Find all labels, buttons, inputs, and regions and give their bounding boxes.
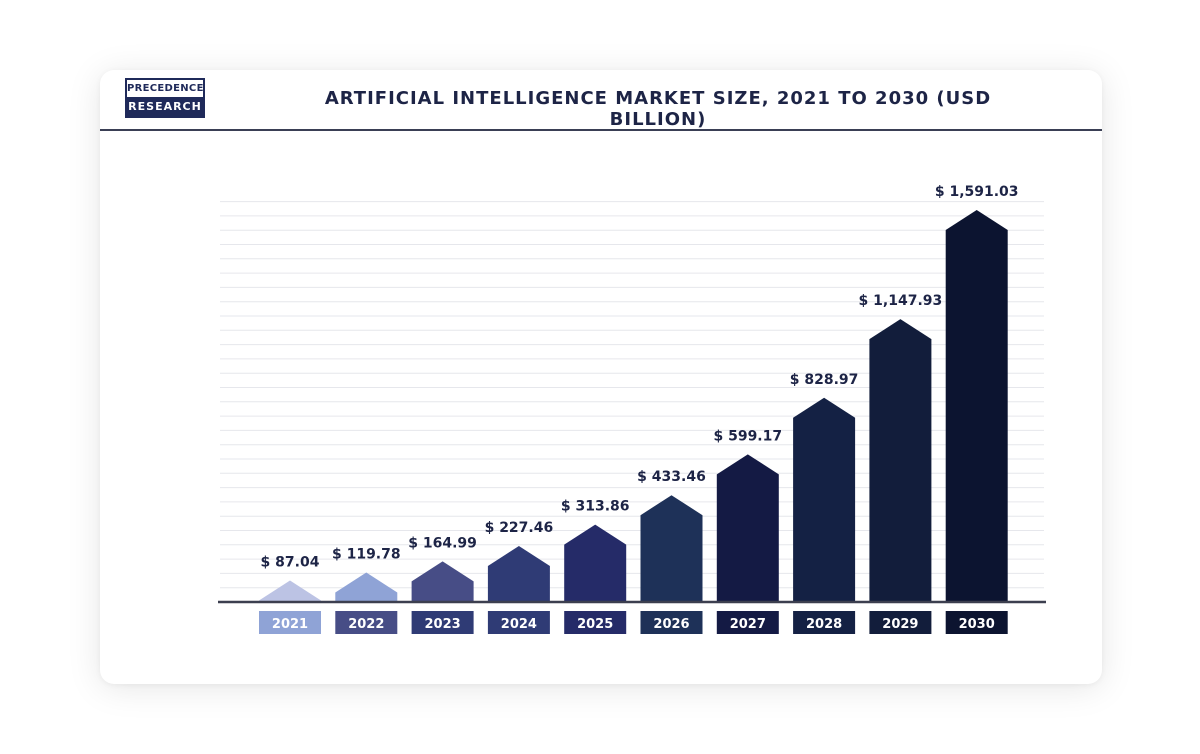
value-label-2023: $ 164.99 xyxy=(408,535,477,551)
bar-2028 xyxy=(793,397,856,602)
bar-chart: $ 87.04 2021 $ 119.78 2022 $ 164.99 2023 $ 227… xyxy=(218,184,1046,634)
category-box-2028 xyxy=(793,611,856,634)
bar-2021 xyxy=(259,580,321,602)
value-label-2027: $ 599.17 xyxy=(713,428,782,444)
brand-logo-top: PRECEDENCE xyxy=(127,83,204,94)
bar-2024 xyxy=(487,545,550,602)
chart-title: ARTIFICIAL INTELLIGENCE MARKET SIZE, 202… xyxy=(324,88,992,130)
header-divider xyxy=(100,129,1102,131)
bar-2029 xyxy=(869,319,932,602)
bar-2023 xyxy=(411,561,474,602)
bar-2022 xyxy=(335,572,398,602)
category-box-2023 xyxy=(411,611,474,634)
category-box-2025 xyxy=(564,611,627,634)
bar-2030 xyxy=(945,210,1008,602)
category-label-2021: 2021 xyxy=(272,617,308,632)
category-label-2026: 2026 xyxy=(653,617,689,632)
brand-logo-bottom: RESEARCH xyxy=(127,97,203,116)
value-label-2026: $ 433.46 xyxy=(637,469,706,485)
category-label-2029: 2029 xyxy=(882,617,918,632)
category-label-2022: 2022 xyxy=(348,617,384,632)
bar-2027 xyxy=(716,454,779,602)
category-box-2021 xyxy=(259,611,321,634)
value-label-2029: $ 1,147.93 xyxy=(859,293,943,309)
value-label-2028: $ 828.97 xyxy=(790,372,859,388)
category-box-2024 xyxy=(487,611,550,634)
value-label-2021: $ 87.04 xyxy=(261,555,320,571)
category-label-2030: 2030 xyxy=(959,617,995,632)
value-label-2030: $ 1,591.03 xyxy=(935,184,1019,200)
chart-card: PRECEDENCE RESEARCH ARTIFICIAL INTELLIGE… xyxy=(100,70,1102,684)
brand-logo: PRECEDENCE RESEARCH xyxy=(125,78,205,118)
value-label-2022: $ 119.78 xyxy=(332,546,401,562)
category-label-2023: 2023 xyxy=(425,617,461,632)
category-label-2028: 2028 xyxy=(806,617,842,632)
value-label-2025: $ 313.86 xyxy=(561,499,630,515)
category-label-2027: 2027 xyxy=(730,617,766,632)
category-label-2024: 2024 xyxy=(501,617,537,632)
category-box-2029 xyxy=(869,611,932,634)
category-box-2030 xyxy=(945,611,1008,634)
category-box-2026 xyxy=(640,611,703,634)
category-label-2025: 2025 xyxy=(577,617,613,632)
bar-2026 xyxy=(640,495,703,602)
value-label-2024: $ 227.46 xyxy=(485,520,554,536)
bar-2025 xyxy=(564,524,627,602)
category-box-2027 xyxy=(716,611,779,634)
category-box-2022 xyxy=(335,611,398,634)
